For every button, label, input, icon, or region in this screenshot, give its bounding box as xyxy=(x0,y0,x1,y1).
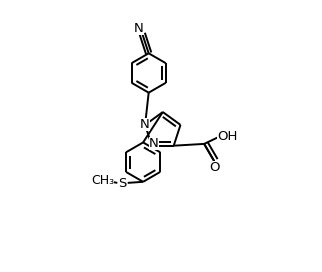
Text: N: N xyxy=(140,118,150,131)
Text: O: O xyxy=(209,161,219,174)
Text: S: S xyxy=(118,177,127,190)
Text: CH₃: CH₃ xyxy=(91,174,114,187)
Text: OH: OH xyxy=(217,130,237,143)
Text: N: N xyxy=(134,22,144,35)
Text: N: N xyxy=(149,137,158,150)
